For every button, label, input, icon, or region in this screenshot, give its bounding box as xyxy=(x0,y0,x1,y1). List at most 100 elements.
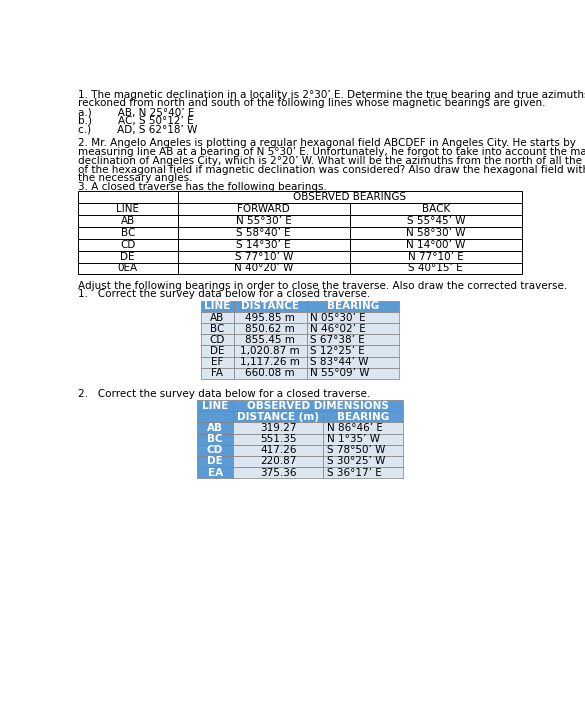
Bar xyxy=(197,400,233,411)
Text: S 78°50’ W: S 78°50’ W xyxy=(326,446,385,456)
Bar xyxy=(350,238,522,251)
Text: FORWARD: FORWARD xyxy=(238,203,290,213)
Text: 319.27: 319.27 xyxy=(260,423,297,433)
Text: S 40°15’ E: S 40°15’ E xyxy=(408,263,463,273)
Text: AB: AB xyxy=(121,216,135,226)
Text: 1.   Correct the survey data below for a closed traverse.: 1. Correct the survey data below for a c… xyxy=(78,289,370,299)
Text: DE: DE xyxy=(207,456,223,466)
Text: AB: AB xyxy=(207,423,223,433)
Text: N 58°30’ W: N 58°30’ W xyxy=(406,228,466,238)
Bar xyxy=(201,312,233,323)
Text: c.)        AD, S 62°18’ W: c.) AD, S 62°18’ W xyxy=(78,125,197,135)
Text: BEARING: BEARING xyxy=(337,412,389,422)
Text: LINE: LINE xyxy=(116,203,139,213)
Text: S 36°17’ E: S 36°17’ E xyxy=(326,468,381,478)
Text: 660.08 m: 660.08 m xyxy=(245,368,295,378)
Text: N 05°30’ E: N 05°30’ E xyxy=(310,313,366,323)
Bar xyxy=(78,263,178,274)
Text: measuring line AB at a bearing of N 5°30’ E. Unfortunately, he forgot to take in: measuring line AB at a bearing of N 5°30… xyxy=(78,147,585,157)
Text: N 40°20’ W: N 40°20’ W xyxy=(234,263,294,273)
Text: of the hexagonal field if magnetic declination was considered? Also draw the hex: of the hexagonal field if magnetic decli… xyxy=(78,165,585,175)
Text: 417.26: 417.26 xyxy=(260,446,297,456)
Text: CD: CD xyxy=(209,335,225,345)
Bar xyxy=(233,346,307,356)
Bar xyxy=(324,467,402,478)
Text: 495.85 m: 495.85 m xyxy=(245,313,295,323)
Bar xyxy=(307,334,398,346)
Text: S 58°40’ E: S 58°40’ E xyxy=(236,228,291,238)
Bar xyxy=(350,263,522,274)
Text: LINE: LINE xyxy=(202,401,228,411)
Bar xyxy=(233,433,324,445)
Bar xyxy=(324,456,402,467)
Text: BACK: BACK xyxy=(422,203,450,213)
Text: BC: BC xyxy=(207,434,223,444)
Bar xyxy=(201,346,233,356)
Bar xyxy=(178,227,350,238)
Bar xyxy=(178,203,350,215)
Bar xyxy=(201,368,233,379)
Bar xyxy=(324,445,402,456)
Bar xyxy=(233,356,307,368)
Text: N 14°00’ W: N 14°00’ W xyxy=(406,240,466,250)
Bar xyxy=(324,433,402,445)
Text: BC: BC xyxy=(121,228,135,238)
Text: DE: DE xyxy=(121,251,135,261)
Text: FA: FA xyxy=(211,368,223,378)
Text: 375.36: 375.36 xyxy=(260,468,297,478)
Text: 1,117.26 m: 1,117.26 m xyxy=(240,357,300,367)
Bar xyxy=(324,411,402,423)
Bar xyxy=(197,411,233,423)
Text: 2. Mr. Angelo Angeles is plotting a regular hexagonal field ABCDEF in Angeles Ci: 2. Mr. Angelo Angeles is plotting a regu… xyxy=(78,139,576,149)
Text: CD: CD xyxy=(120,240,135,250)
Text: S 30°25’ W: S 30°25’ W xyxy=(326,456,385,466)
Text: OBSERVED DIMENSIONS: OBSERVED DIMENSIONS xyxy=(247,401,388,411)
Bar xyxy=(78,238,178,251)
Text: reckoned from north and south of the following lines whose magnetic bearings are: reckoned from north and south of the fol… xyxy=(78,99,545,109)
Text: N 1°35’ W: N 1°35’ W xyxy=(326,434,380,444)
Bar xyxy=(233,467,324,478)
Text: BEARING: BEARING xyxy=(326,301,379,311)
Text: 1. The magnetic declination in a locality is 2°30’ E. Determine the true bearing: 1. The magnetic declination in a localit… xyxy=(78,89,585,99)
Text: 551.35: 551.35 xyxy=(260,434,297,444)
Text: b.)        AC, S 50°12’ E: b.) AC, S 50°12’ E xyxy=(78,116,194,126)
Bar xyxy=(197,467,233,478)
Text: BC: BC xyxy=(210,323,225,333)
Bar xyxy=(78,227,178,238)
Bar xyxy=(197,456,233,467)
Bar xyxy=(201,323,233,334)
Bar xyxy=(178,238,350,251)
Text: N 86°46’ E: N 86°46’ E xyxy=(326,423,383,433)
Text: DE: DE xyxy=(210,346,225,356)
Bar xyxy=(350,215,522,227)
Text: a.)        AB, N 25°40’ E: a.) AB, N 25°40’ E xyxy=(78,107,194,117)
Bar xyxy=(78,191,178,203)
Bar xyxy=(197,423,233,433)
Text: OBSERVED BEARINGS: OBSERVED BEARINGS xyxy=(293,192,407,202)
Bar xyxy=(307,346,398,356)
Text: the necessary angles.: the necessary angles. xyxy=(78,174,192,183)
Bar xyxy=(307,323,398,334)
Text: 3. A closed traverse has the following bearings.: 3. A closed traverse has the following b… xyxy=(78,182,326,192)
Text: declination of Angeles City, which is 2°20’ W. What will be the azimuths from th: declination of Angeles City, which is 2°… xyxy=(78,156,585,166)
Bar xyxy=(233,323,307,334)
Bar xyxy=(324,423,402,433)
Text: N 55°30’ E: N 55°30’ E xyxy=(236,216,291,226)
Bar xyxy=(178,215,350,227)
Bar xyxy=(197,445,233,456)
Text: 2.   Correct the survey data below for a closed traverse.: 2. Correct the survey data below for a c… xyxy=(78,388,370,398)
Text: 855.45 m: 855.45 m xyxy=(245,335,295,345)
Bar xyxy=(307,356,398,368)
Text: 1,020.87 m: 1,020.87 m xyxy=(240,346,300,356)
Bar xyxy=(178,263,350,274)
Bar xyxy=(350,251,522,263)
Bar xyxy=(307,368,398,379)
Text: AB: AB xyxy=(210,313,225,323)
Bar xyxy=(233,301,307,312)
Text: S 83°44’ W: S 83°44’ W xyxy=(310,357,369,367)
Bar xyxy=(233,423,324,433)
Bar xyxy=(233,445,324,456)
Text: S 67°38’ E: S 67°38’ E xyxy=(310,335,364,345)
Bar xyxy=(307,301,398,312)
Text: N 46°02’ E: N 46°02’ E xyxy=(310,323,366,333)
